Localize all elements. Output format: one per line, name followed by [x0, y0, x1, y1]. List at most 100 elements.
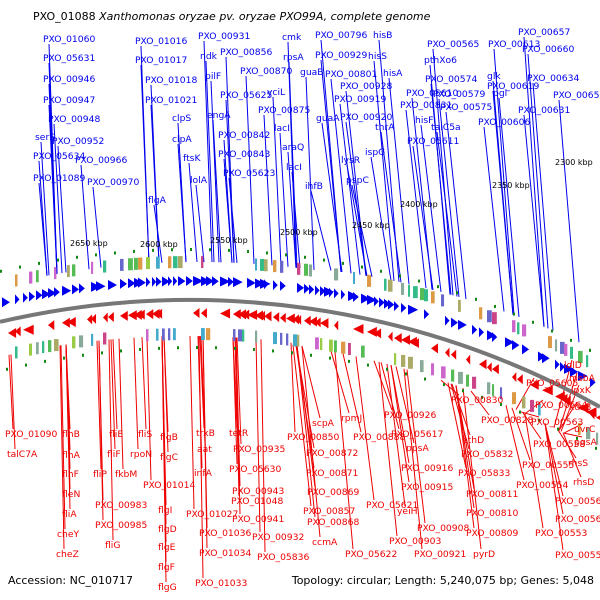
gene-label-reverse[interactable]: PXO_00983 [95, 500, 147, 511]
gene-label-reverse[interactable]: PXO_05605 [526, 378, 578, 389]
gene-label-reverse[interactable]: fkbM [115, 469, 137, 480]
gene-label-reverse[interactable]: scpA [312, 418, 335, 429]
gene-label-reverse[interactable]: flgG [158, 582, 177, 593]
gene-label-forward[interactable]: talC5a [431, 122, 461, 133]
gene-label-forward[interactable]: PXO_05634 [33, 151, 85, 162]
gene-label-reverse[interactable]: PXO_00869 [307, 487, 359, 498]
gene-label-reverse[interactable]: PXO_05836 [257, 552, 309, 563]
gene-label-reverse[interactable]: PXO_01036 [199, 528, 251, 539]
gene-label-reverse[interactable]: ppsA [406, 443, 429, 454]
gene-label-forward[interactable]: PXO_00613 [488, 39, 540, 50]
gene-label-reverse[interactable]: pgsA [574, 437, 597, 448]
gene-label-reverse[interactable]: PXO_00932 [252, 532, 304, 543]
gene-label-forward[interactable]: pthXo6 [424, 55, 457, 66]
gene-label-reverse[interactable]: PXO_00941 [232, 514, 284, 525]
gene-label-forward[interactable]: guaB [300, 67, 324, 78]
gene-label-reverse[interactable]: PXO_00908 [417, 523, 469, 534]
gene-label-reverse[interactable]: PXO_05630 [229, 464, 281, 475]
gene-label-reverse[interactable]: aat [197, 444, 212, 455]
gene-label-reverse[interactable]: trxB [196, 428, 215, 439]
gene-label-forward[interactable]: lolA [190, 175, 208, 186]
gene-label-forward[interactable]: clpS [172, 113, 191, 124]
gene-label-reverse[interactable]: PXO_00561 [555, 514, 600, 525]
gene-label-forward[interactable]: PXO_05611 [407, 136, 459, 147]
gene-label-reverse[interactable]: PXO_00916 [401, 463, 453, 474]
gene-label-reverse[interactable]: fliG [105, 540, 120, 551]
gene-label-reverse[interactable]: PXO_00551 [555, 550, 600, 561]
gene-label-forward[interactable]: PXO_00970 [87, 177, 139, 188]
gene-label-reverse[interactable]: PXO_00811 [466, 489, 518, 500]
gene-label-reverse[interactable]: flgC [160, 452, 178, 463]
gene-label-reverse[interactable]: PXO_00935 [233, 444, 285, 455]
gene-label-reverse[interactable]: PXO_00828 [481, 415, 533, 426]
gene-label-forward[interactable]: PXO_00928 [340, 81, 392, 92]
gene-label-forward[interactable]: PXO_00579 [433, 89, 485, 100]
gene-label-reverse[interactable]: PXO_00985 [95, 520, 147, 531]
gene-label-forward[interactable]: PXO_00919 [334, 94, 386, 105]
gene-label-reverse[interactable]: PXO_01027 [186, 509, 238, 520]
gene-label-reverse[interactable]: PXO_00850 [287, 432, 339, 443]
gene-label-forward[interactable]: PXO_00870 [240, 66, 292, 77]
gene-label-reverse[interactable]: PXO_00921 [414, 549, 466, 560]
gene-label-forward[interactable]: PXO_01060 [43, 34, 95, 45]
gene-label-forward[interactable]: clpA [172, 134, 192, 145]
gene-label-forward[interactable]: ndk [200, 51, 218, 62]
gene-label-reverse[interactable]: flgE [158, 542, 176, 553]
gene-label-reverse[interactable]: PXO_00563 [531, 417, 583, 428]
gene-label-forward[interactable]: yciL [267, 87, 286, 98]
gene-label-forward[interactable]: PXO_00606 [478, 117, 530, 128]
gene-label-forward[interactable]: engA [207, 110, 231, 121]
gene-label-reverse[interactable]: rhsD [573, 477, 594, 488]
gene-label-reverse[interactable]: cheY [57, 529, 80, 540]
gene-label-reverse[interactable]: pyrD [473, 549, 495, 560]
gene-label-forward[interactable]: lacI [274, 123, 290, 134]
gene-label-reverse[interactable]: PXO_00871 [306, 468, 358, 479]
gene-label-forward[interactable]: pilF [205, 71, 221, 82]
gene-label-reverse[interactable]: yeiH [397, 506, 418, 517]
gene-label-reverse[interactable]: flhF [62, 469, 79, 480]
gene-label-reverse[interactable]: flhB [62, 429, 80, 440]
gene-label-reverse[interactable]: rpoN [130, 449, 152, 460]
gene-label-forward[interactable]: PXO_00931 [198, 31, 250, 42]
gene-label-reverse[interactable]: PXO_00868 [307, 517, 359, 528]
gene-label-forward[interactable]: ispG [365, 147, 385, 158]
gene-label-forward[interactable]: PXO_01021 [145, 95, 197, 106]
gene-label-forward[interactable]: PXO_00952 [52, 136, 104, 147]
gene-label-forward[interactable]: PXO_05625 [220, 90, 272, 101]
gene-label-reverse[interactable]: PXO_01014 [143, 480, 195, 491]
gene-label-forward[interactable]: PXO_00574 [425, 74, 477, 85]
gene-label-reverse[interactable]: PXO_00564 [535, 400, 587, 411]
gene-label-forward[interactable]: hisB [373, 30, 392, 41]
gene-label-reverse[interactable]: fliS [138, 429, 152, 440]
gene-label-forward[interactable]: serS [35, 132, 55, 143]
gene-label-reverse[interactable]: PXO_00562 [555, 496, 600, 507]
gene-label-forward[interactable]: araQ [282, 142, 304, 153]
gene-label-reverse[interactable]: flhA [62, 450, 81, 461]
gene-label-reverse[interactable]: uvrC [574, 424, 595, 435]
gene-label-forward[interactable]: PXO_00946 [43, 74, 95, 85]
gene-label-forward[interactable]: PXO_05631 [43, 53, 95, 64]
gene-label-reverse[interactable]: fliE [109, 429, 123, 440]
gene-label-forward[interactable]: lacI [286, 162, 302, 173]
gene-label-forward[interactable]: PXO_00948 [48, 114, 100, 125]
gene-label-reverse[interactable]: fliA [62, 509, 77, 520]
gene-label-reverse[interactable]: ccmA [312, 537, 338, 548]
gene-label-reverse[interactable]: PXO_00943 [232, 486, 284, 497]
gene-label-reverse[interactable]: PXO_01090 [5, 429, 57, 440]
gene-label-forward[interactable]: PXO_00565 [427, 39, 479, 50]
gene-label-reverse[interactable]: PXO_05832 [461, 449, 513, 460]
gene-label-forward[interactable]: PXO_00619 [487, 81, 539, 92]
gene-label-reverse[interactable]: PXO_00903 [389, 536, 441, 547]
gene-label-reverse[interactable]: PXO_01033 [195, 578, 247, 589]
gene-label-reverse[interactable]: PXO_00888 [353, 432, 405, 443]
gene-label-reverse[interactable]: PXO_01034 [199, 548, 251, 559]
gene-label-forward[interactable]: thrA [375, 122, 395, 133]
gene-label-forward[interactable]: pgl [493, 88, 507, 99]
gene-label-forward[interactable]: PXO_01016 [135, 36, 187, 47]
gene-label-reverse[interactable]: flgI [158, 505, 172, 516]
gene-label-forward[interactable]: PXO_00966 [75, 155, 127, 166]
gene-label-reverse[interactable]: PXO_00554 [516, 480, 568, 491]
gene-label-forward[interactable]: PXO_00856 [220, 47, 272, 58]
gene-label-reverse[interactable]: PXO_00872 [306, 448, 358, 459]
gene-label-forward[interactable]: ftsK [183, 153, 201, 164]
